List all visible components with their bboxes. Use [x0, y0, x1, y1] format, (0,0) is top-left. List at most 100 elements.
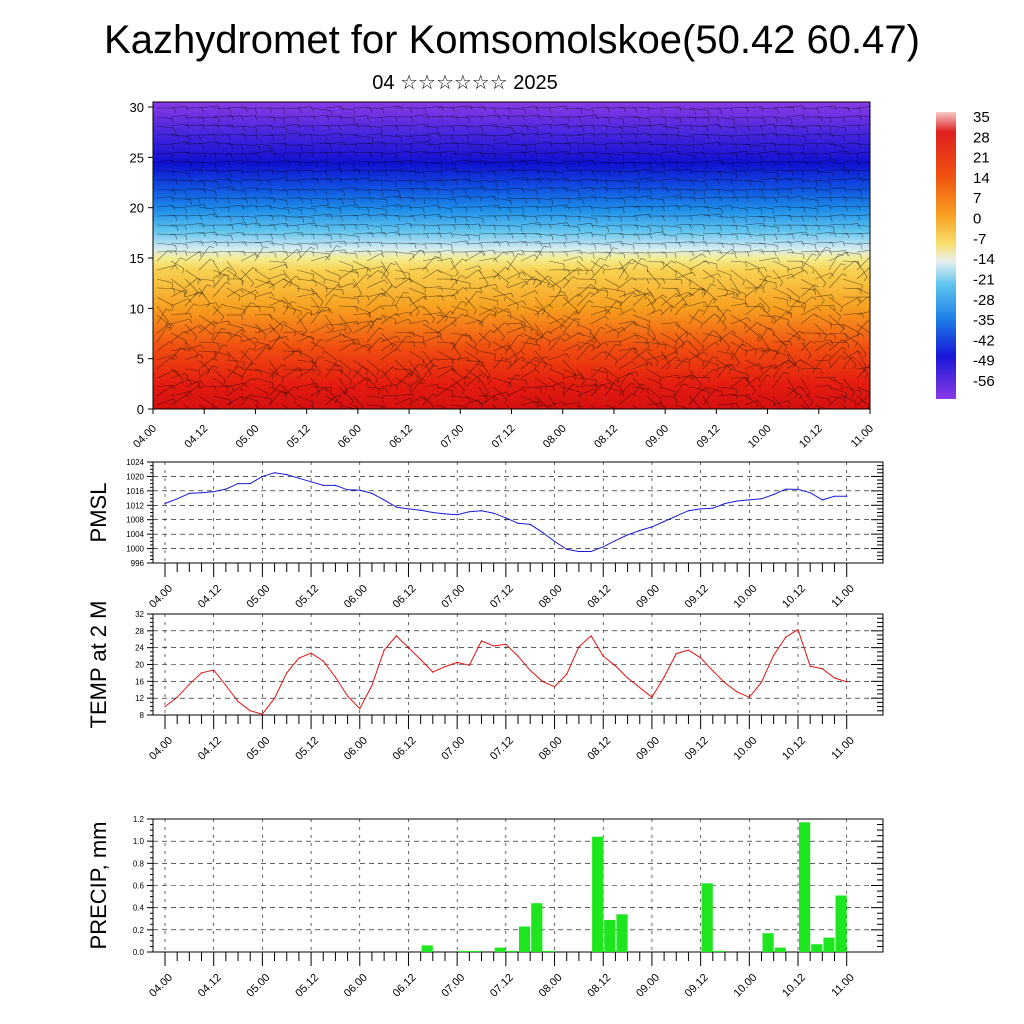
wind-barb-feather — [760, 284, 765, 289]
wind-barb — [534, 215, 551, 217]
data-point — [846, 495, 848, 497]
wind-barb — [254, 233, 272, 235]
wind-barb — [478, 257, 496, 262]
wind-barb-feather — [555, 411, 558, 415]
wind-barb-feather — [280, 326, 284, 331]
wind-barb-feather — [279, 384, 285, 388]
wind-barb-feather — [761, 126, 763, 132]
wind-barb — [716, 249, 732, 262]
wind-barb — [618, 187, 639, 190]
wind-barb-feather — [578, 191, 580, 197]
wind-barb-feather — [288, 160, 291, 166]
wind-barb-feather — [547, 313, 549, 319]
wind-barb-feather — [876, 206, 878, 211]
wind-barb-feather — [409, 223, 413, 229]
wind-barb — [436, 358, 452, 361]
wind-barb — [590, 206, 610, 209]
wind-barb-feather — [760, 208, 763, 214]
wind-barb-feather — [229, 332, 232, 338]
wind-barb-feather — [747, 126, 750, 132]
wind-barb — [170, 206, 186, 209]
wind-barb-feather — [648, 253, 651, 259]
wind-barb-feather — [675, 162, 678, 168]
x-tick-label: 06.00 — [342, 972, 370, 1000]
wind-barb — [268, 160, 289, 163]
wind-barb — [226, 365, 239, 379]
wind-barb — [576, 215, 597, 219]
wind-barb — [408, 188, 429, 190]
wind-barb-feather — [816, 235, 818, 241]
wind-barb-feather — [801, 178, 804, 184]
wind-barb-feather — [596, 179, 599, 185]
wind-barb-feather — [792, 125, 795, 131]
wind-barb — [800, 296, 813, 307]
wind-barb-feather — [213, 280, 215, 286]
wind-barb — [394, 160, 411, 163]
wind-barb — [548, 170, 563, 174]
wind-barb — [814, 384, 830, 388]
wind-barb — [604, 340, 620, 343]
wind-barb — [478, 313, 491, 325]
wind-barb-feather — [685, 358, 691, 362]
wind-barb-feather — [303, 330, 307, 335]
wind-barb — [492, 323, 505, 337]
wind-barb-feather — [537, 403, 539, 409]
wind-barb — [450, 159, 470, 163]
wind-barb-feather — [763, 216, 765, 222]
wind-barb — [170, 170, 190, 174]
wind-barb-feather — [675, 356, 680, 360]
y-tick-label: 1000 — [126, 545, 144, 554]
wind-barb — [156, 152, 173, 155]
wind-barb-feather — [619, 171, 622, 176]
wind-barb — [562, 383, 574, 397]
wind-barb-feather — [320, 301, 324, 306]
wind-barb — [506, 300, 524, 307]
wind-barb-feather — [773, 161, 776, 167]
wind-barb — [800, 169, 818, 172]
wind-barb-feather — [243, 133, 247, 139]
wind-barb — [758, 364, 776, 370]
wind-barb-feather — [620, 226, 623, 232]
wind-barb-feather — [362, 366, 367, 370]
wind-barb — [366, 368, 378, 380]
wind-barb-feather — [522, 388, 527, 393]
wind-barb-feather — [543, 364, 547, 369]
wind-barb-feather — [431, 406, 434, 409]
wind-barb-feather — [180, 378, 184, 384]
wind-barb-feather — [171, 384, 174, 390]
wind-barb — [772, 241, 790, 244]
wind-barb — [184, 168, 201, 172]
heatmap-y-tick-label: 5 — [137, 352, 144, 367]
wind-barb — [156, 250, 176, 253]
wind-barb — [254, 377, 273, 384]
wind-barb — [758, 242, 778, 246]
wind-barb-feather — [801, 216, 804, 222]
wind-barb-feather — [757, 399, 762, 405]
wind-barb — [604, 247, 614, 262]
wind-barb-feather — [314, 413, 315, 418]
wind-barb-feather — [409, 151, 413, 156]
wind-barb — [450, 178, 469, 181]
wind-barb — [828, 332, 847, 335]
wind-barb-feather — [419, 381, 425, 384]
precip-bar — [531, 903, 543, 952]
wind-barb — [436, 107, 454, 109]
wind-barb-feather — [392, 299, 395, 305]
wind-barb — [660, 188, 680, 190]
wind-barb-feather — [508, 226, 511, 232]
wind-barb — [702, 305, 718, 307]
wind-barb — [268, 250, 287, 253]
wind-barb — [842, 242, 862, 245]
wind-barb-feather — [552, 251, 555, 257]
data-point — [651, 696, 653, 698]
wind-barb — [520, 133, 537, 136]
wind-barb-feather — [680, 118, 682, 124]
wind-barb-feather — [408, 318, 412, 324]
wind-barb — [716, 359, 732, 369]
wind-barb-feather — [197, 325, 202, 330]
data-point — [566, 673, 568, 675]
wind-barb-feather — [256, 235, 259, 241]
x-tick-label: 04.00 — [147, 735, 175, 763]
wind-barb — [268, 390, 283, 406]
wind-barb-feather — [525, 241, 528, 247]
